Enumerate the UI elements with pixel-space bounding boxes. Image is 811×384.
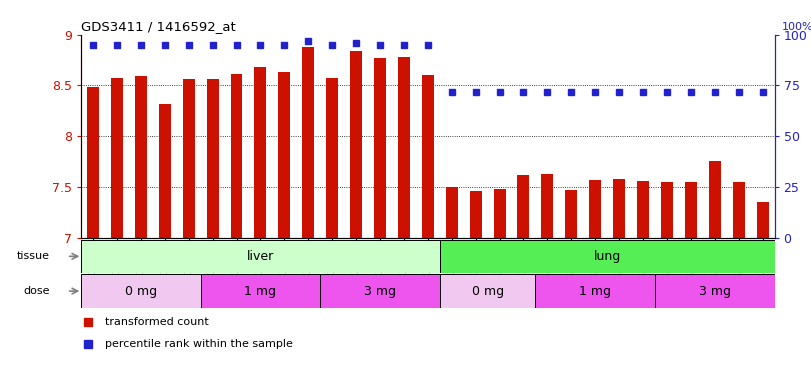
Text: percentile rank within the sample: percentile rank within the sample bbox=[105, 339, 294, 349]
Bar bbox=[542, 174, 553, 238]
Text: 1 mg: 1 mg bbox=[244, 285, 277, 298]
Bar bbox=[565, 190, 577, 238]
Text: liver: liver bbox=[247, 250, 274, 263]
Bar bbox=[200, 274, 320, 308]
Bar bbox=[111, 78, 123, 238]
Bar bbox=[159, 104, 171, 238]
Text: tissue: tissue bbox=[17, 251, 50, 262]
Text: transformed count: transformed count bbox=[105, 317, 209, 327]
Bar bbox=[613, 179, 625, 238]
Bar bbox=[182, 79, 195, 238]
Bar bbox=[440, 274, 535, 308]
Bar bbox=[320, 274, 440, 308]
Bar bbox=[709, 161, 721, 238]
Bar bbox=[422, 75, 434, 238]
Text: 3 mg: 3 mg bbox=[699, 285, 731, 298]
Bar bbox=[470, 191, 482, 238]
Bar bbox=[440, 240, 775, 273]
Text: 0 mg: 0 mg bbox=[125, 285, 157, 298]
Bar bbox=[684, 182, 697, 238]
Text: 100%: 100% bbox=[782, 22, 811, 32]
Text: GDS3411 / 1416592_at: GDS3411 / 1416592_at bbox=[81, 20, 236, 33]
Bar bbox=[87, 88, 99, 238]
Text: dose: dose bbox=[24, 286, 50, 296]
Bar bbox=[81, 240, 440, 273]
Bar bbox=[661, 182, 673, 238]
Bar bbox=[207, 79, 219, 238]
Bar bbox=[637, 181, 649, 238]
Bar bbox=[230, 74, 242, 238]
Text: 3 mg: 3 mg bbox=[364, 285, 396, 298]
Text: 0 mg: 0 mg bbox=[471, 285, 504, 298]
Bar bbox=[255, 67, 266, 238]
Bar bbox=[655, 274, 775, 308]
Bar bbox=[757, 202, 769, 238]
Bar bbox=[350, 51, 362, 238]
Text: 1 mg: 1 mg bbox=[579, 285, 611, 298]
Bar bbox=[326, 78, 338, 238]
Bar bbox=[732, 182, 744, 238]
Bar bbox=[278, 72, 290, 238]
Bar bbox=[517, 175, 530, 238]
Bar bbox=[590, 180, 601, 238]
Bar bbox=[535, 274, 655, 308]
Bar bbox=[81, 274, 200, 308]
Bar bbox=[398, 57, 410, 238]
Bar bbox=[303, 47, 314, 238]
Bar bbox=[494, 189, 505, 238]
Text: lung: lung bbox=[594, 250, 620, 263]
Bar bbox=[446, 187, 457, 238]
Bar bbox=[374, 58, 386, 238]
Bar bbox=[135, 76, 147, 238]
